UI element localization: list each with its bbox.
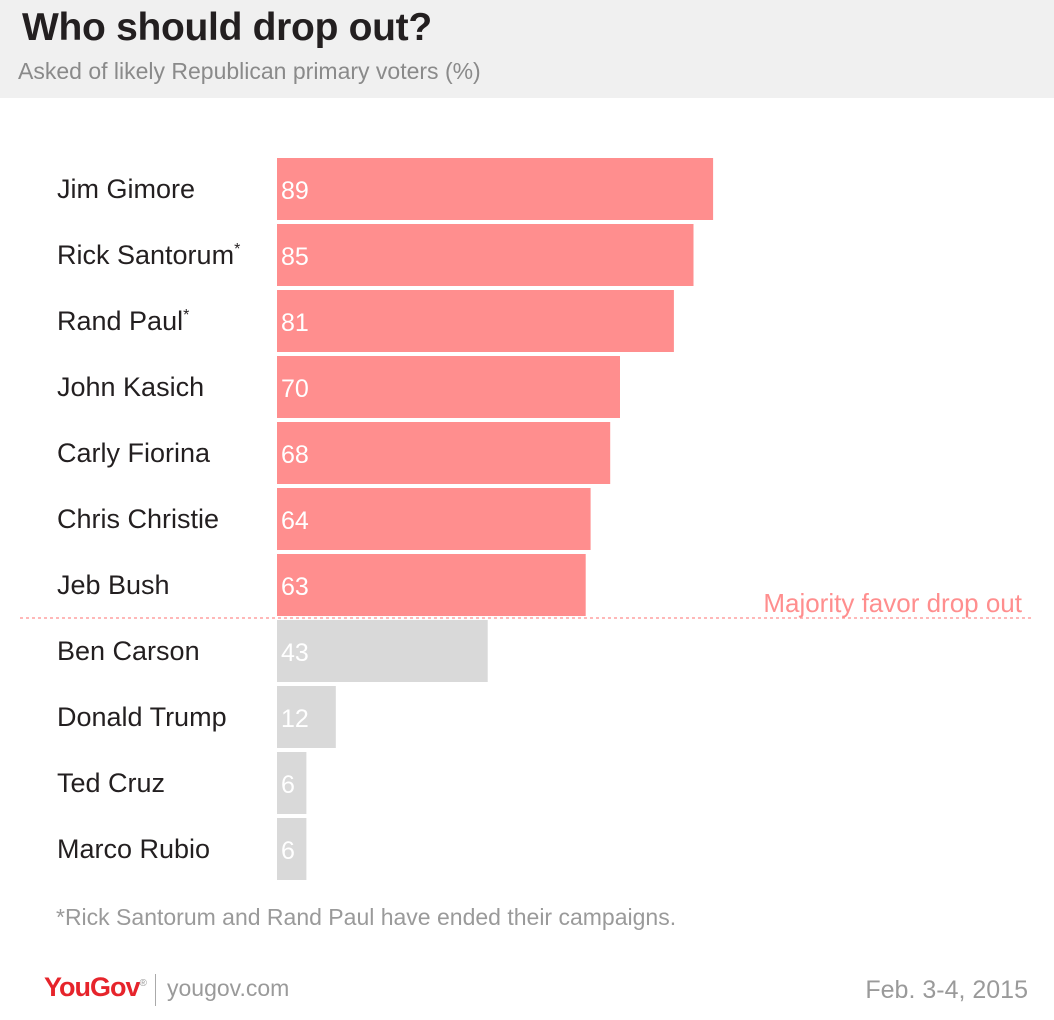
majority-annotation: Majority favor drop out [763, 588, 1022, 618]
bar [277, 686, 336, 748]
value-label: 6 [281, 771, 295, 799]
value-label: 70 [281, 375, 309, 403]
bar-chart: Jim Gimore 89 Rick Santorum* 85 Rand Paul* 81… [20, 158, 1034, 880]
value-label: 68 [281, 441, 309, 469]
value-label: 63 [281, 573, 309, 601]
footnote-mark: * [234, 241, 240, 258]
bar [277, 620, 488, 682]
value-label: 12 [281, 705, 309, 733]
header-band: Who should drop out? Asked of likely Rep… [0, 0, 1054, 98]
brand-name: YouGov [44, 972, 141, 1002]
category-label: John Kasich [57, 372, 204, 402]
value-label: 85 [281, 243, 309, 271]
bar [277, 158, 714, 220]
site-link[interactable]: yougov.com [167, 975, 290, 1001]
category-label: Chris Christie [57, 504, 219, 534]
bar [277, 224, 694, 286]
value-label: 64 [281, 507, 309, 535]
category-label: Marco Rubio [57, 834, 210, 864]
yougov-logo[interactable]: YouGov® [44, 972, 147, 1003]
bar [277, 422, 611, 484]
registered-mark: ® [139, 978, 147, 989]
category-label: Carly Fiorina [57, 438, 211, 468]
category-label: Ted Cruz [57, 768, 165, 798]
category-label: Jim Gimore [57, 174, 195, 204]
footnote: *Rick Santorum and Rand Paul have ended … [56, 904, 677, 930]
bar [277, 818, 307, 880]
footnote-mark: * [183, 307, 189, 324]
survey-date: Feb. 3-4, 2015 [865, 976, 1028, 1004]
chart-subtitle: Asked of likely Republican primary voter… [18, 58, 481, 84]
category-label: Ben Carson [57, 636, 200, 666]
bar [277, 488, 591, 550]
category-label: Jeb Bush [57, 570, 170, 600]
value-label: 43 [281, 639, 309, 667]
bar [277, 752, 307, 814]
category-label: Rand Paul* [57, 306, 189, 336]
bar [277, 356, 620, 418]
footer-divider [155, 974, 156, 1006]
bar [277, 554, 586, 616]
bar [277, 290, 674, 352]
category-label: Rick Santorum* [57, 240, 240, 270]
chart-title: Who should drop out? [22, 6, 432, 49]
value-label: 81 [281, 309, 309, 337]
value-label: 89 [281, 177, 309, 205]
value-label: 6 [281, 837, 295, 865]
category-label: Donald Trump [57, 702, 227, 732]
